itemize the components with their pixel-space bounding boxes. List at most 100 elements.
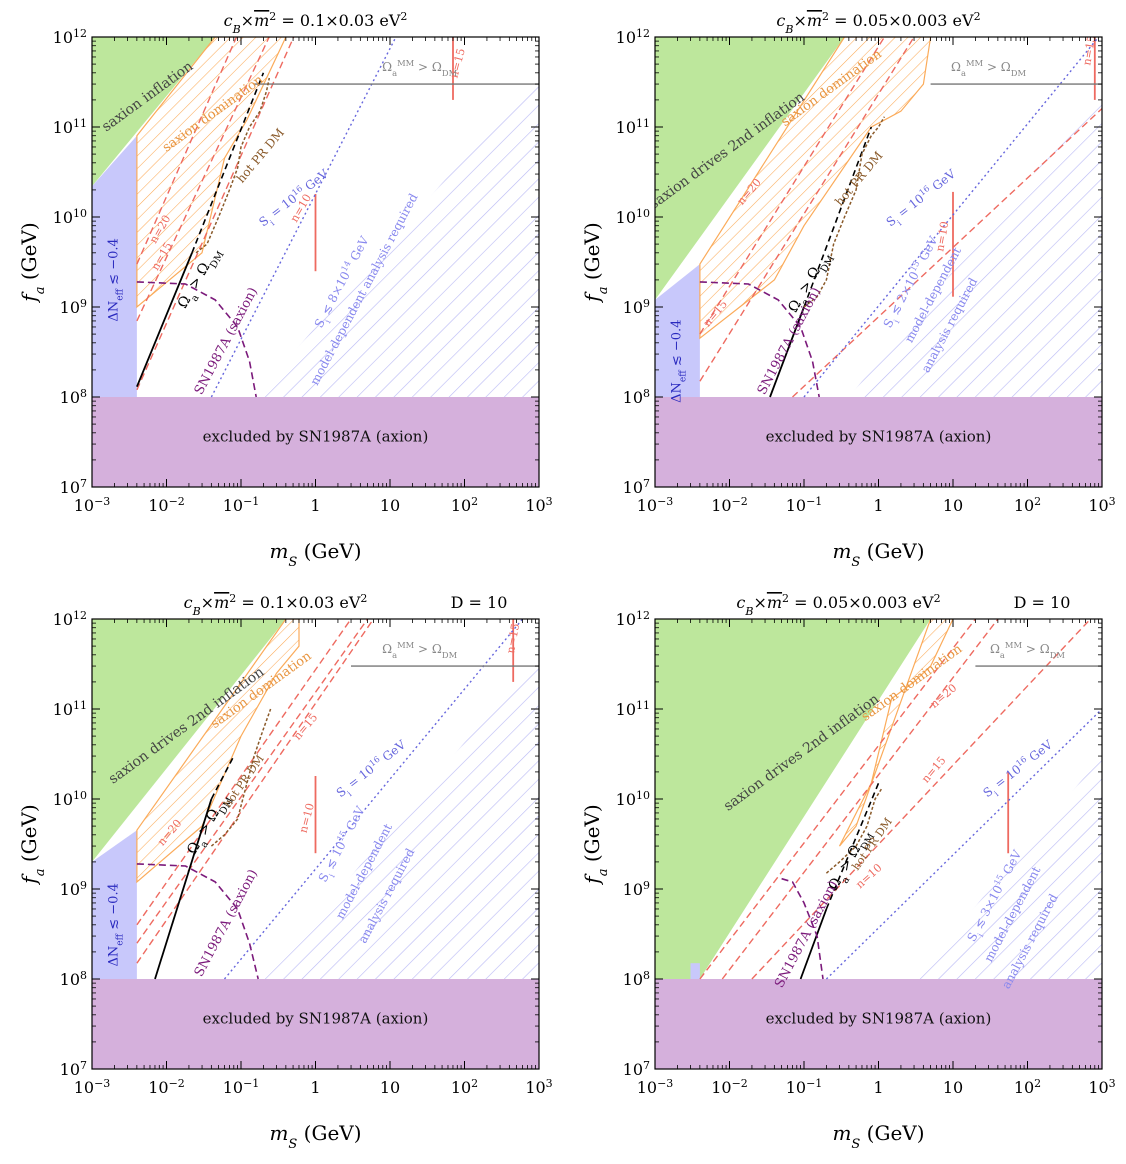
x-tick-label: 103 (525, 495, 552, 516)
hot-pr-dm-curve (195, 77, 271, 254)
y-axis-unit: (GeV) (580, 804, 604, 868)
n-contour-dashed-line (792, 108, 1102, 398)
tick-base: 10 (380, 496, 400, 515)
title-m: m (214, 593, 229, 612)
label-superscript: 15 (992, 873, 1006, 887)
tick-base: 1 (873, 496, 883, 515)
x-tick-label: 10 (380, 496, 400, 515)
region-label: ΩaMM > ΩDM (990, 640, 1065, 660)
model-dependent-region (254, 72, 539, 398)
tick-exponent: 7 (643, 477, 650, 490)
label-subscript: a (198, 839, 211, 850)
tick-base: 10 (74, 1078, 94, 1097)
label-subscript: a (799, 297, 812, 308)
tick-exponent: 7 (643, 1059, 650, 1072)
sn1987a-axion-region (92, 397, 539, 487)
tick-exponent: 8 (643, 969, 650, 982)
title-times: × (753, 593, 766, 612)
sn1987a-axion-region (92, 979, 539, 1069)
tick-exponent: 2 (1034, 1077, 1041, 1090)
tick-exponent: 7 (80, 477, 87, 490)
tick-exponent: 12 (73, 609, 87, 622)
tick-base: 10 (637, 496, 657, 515)
x-tick-label: 103 (525, 1077, 552, 1098)
x-tick-label: 103 (1088, 1077, 1115, 1098)
n-contour-dashed-line (136, 619, 375, 964)
x-tick-label: 10−2 (148, 495, 185, 516)
tick-base: 10 (616, 208, 636, 227)
tick-base: 10 (53, 700, 73, 719)
axis-ticks (654, 618, 1103, 1070)
label-subscript: DM (442, 650, 458, 660)
tick-exponent: 9 (643, 297, 650, 310)
x-tick-label: 10−3 (637, 495, 674, 516)
axis-ticks (91, 36, 540, 488)
y-axis-label: fa (GeV) (17, 222, 48, 303)
region-label: n=15 (504, 622, 522, 654)
title-sup-unit: 2 (974, 10, 981, 23)
tick-exponent: 11 (73, 117, 87, 130)
tick-base: 10 (53, 118, 73, 137)
label-text: ΔN (107, 946, 122, 967)
y-tick-label: 1011 (53, 699, 87, 720)
tick-exponent: 7 (80, 1059, 87, 1072)
y-tick-label: 1010 (53, 207, 87, 228)
tick-base: 10 (53, 28, 73, 47)
y-axis-unit: (GeV) (17, 804, 41, 868)
title-value: = 0.1×0.03 eV (236, 593, 361, 612)
y-tick-label: 107 (623, 477, 650, 498)
hot-pr-dm-curve (210, 708, 272, 847)
title-value: = 0.05×0.003 eV (789, 593, 934, 612)
axis-ticks (91, 618, 540, 1070)
tick-exponent: −3 (94, 495, 110, 508)
tick-exponent: 3 (546, 495, 553, 508)
label-superscript: 15 (335, 829, 349, 843)
label-text: > Ω (1022, 642, 1050, 656)
tick-base: 10 (1088, 1078, 1108, 1097)
label-subscript: a (839, 875, 852, 886)
saxion-inflation-region (92, 619, 286, 862)
tick-exponent: −2 (732, 1077, 748, 1090)
label-superscript: MM (397, 640, 415, 650)
tick-exponent: −3 (657, 1077, 673, 1090)
label-superscript: MM (1005, 640, 1023, 650)
label-subscript: a (1000, 650, 1005, 660)
tick-base: 10 (148, 496, 168, 515)
label-text: ΔN (107, 301, 122, 322)
tick-exponent: 12 (636, 27, 650, 40)
n-contour-dashed-line (136, 37, 295, 391)
tick-exponent: 12 (73, 27, 87, 40)
x-axis-unit: (GeV) (860, 539, 924, 563)
label-subscript: a (189, 293, 202, 304)
n-contour-dashed-line (136, 619, 352, 926)
y-tick-label: 1011 (53, 117, 87, 138)
tick-base: 10 (451, 496, 471, 515)
tick-base: 10 (1014, 496, 1034, 515)
x-tick-label: 1 (873, 496, 883, 515)
x-axis-unit: (GeV) (860, 1121, 924, 1145)
x-axis-unit: (GeV) (297, 539, 361, 563)
title-value: = 0.1×0.03 eV (276, 11, 401, 30)
y-tick-label: 1012 (53, 27, 87, 48)
sn1987a-axion-region (655, 979, 1102, 1069)
y-tick-label: 1012 (616, 27, 650, 48)
title-times: × (793, 11, 806, 30)
x-tick-label: 102 (1014, 1077, 1041, 1098)
y-tick-label: 109 (60, 297, 87, 318)
x-axis-label: mS (GeV) (832, 539, 924, 570)
x-tick-label: 10−1 (786, 1077, 823, 1098)
y-tick-label: 1010 (616, 789, 650, 810)
dimension-label: D = 10 (1014, 593, 1071, 612)
tick-base: 10 (623, 298, 643, 317)
tick-base: 1 (310, 496, 320, 515)
region-label: n=10 (933, 220, 951, 252)
tick-base: 10 (53, 790, 73, 809)
y-tick-label: 1012 (616, 609, 650, 630)
y-tick-label: 107 (60, 477, 87, 498)
y-axis-label: fa (GeV) (580, 804, 611, 885)
label-text: excluded by SN1987A (axion) (203, 428, 429, 446)
y-tick-label: 108 (60, 387, 87, 408)
